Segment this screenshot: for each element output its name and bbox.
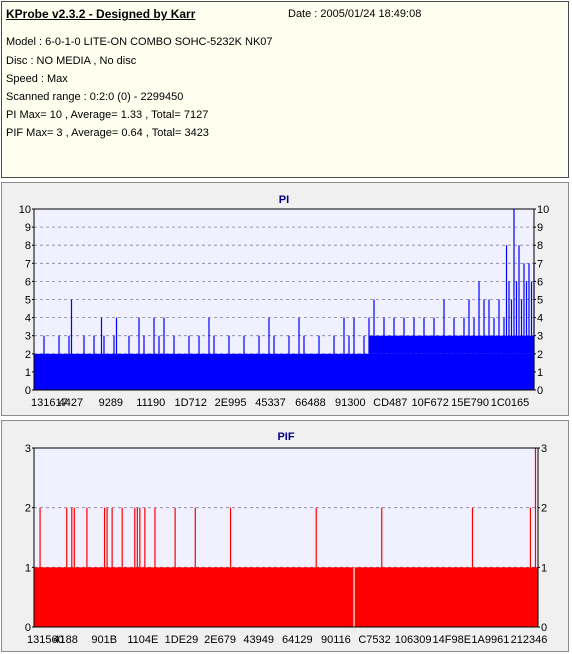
x-tick-label: 15E790 <box>451 397 489 409</box>
x-tick-label: 1A9961 <box>471 634 509 646</box>
x-tick-label: 1104E <box>127 634 158 646</box>
x-tick-label: 66488 <box>295 397 326 409</box>
model-line: Model : 6-0-1-0 LITE-ON COMBO SOHC-5232K… <box>6 36 273 48</box>
y-tick-label-left: 5 <box>25 295 31 307</box>
x-tick-label: C7532 <box>358 634 390 646</box>
x-tick-label: 2E679 <box>204 634 236 646</box>
y-tick-label-right: 3 <box>541 443 547 455</box>
x-tick-label: 131560 <box>27 634 64 646</box>
y-tick-label-left: 3 <box>25 443 31 455</box>
x-tick-label: 4188 <box>53 634 77 646</box>
x-tick-label: 90116 <box>321 634 351 646</box>
pi-chart-panel: PI 0 0 1 1 2 2 3 3 4 4 5 5 6 6 7 7 8 8 9 9 10 10 131617 4427 9289… <box>1 182 569 416</box>
y-tick-label-right: 7 <box>537 258 543 270</box>
x-tick-label: 91300 <box>335 397 366 409</box>
info-panel: KProbe v2.3.2 - Designed by Karr Date : … <box>1 1 569 178</box>
scan-date: Date : 2005/01/24 18:49:08 <box>288 8 422 20</box>
chart-title: PI <box>279 194 289 206</box>
x-tick-label: 1D712 <box>174 397 206 409</box>
x-tick-label: 106309 <box>395 634 432 646</box>
y-tick-label-right: 5 <box>537 295 543 307</box>
chart-title: PIF <box>277 431 294 443</box>
x-tick-label: 4427 <box>59 397 83 409</box>
data-baseline-bar <box>34 353 534 390</box>
plot-border <box>33 447 539 628</box>
app-title: KProbe v2.3.2 - Designed by Karr <box>6 7 196 21</box>
x-tick-label: 2E995 <box>215 397 247 409</box>
y-tick-label-left: 8 <box>25 240 31 252</box>
x-tick-label: 14F98E <box>433 634 472 646</box>
y-tick-label-right: 6 <box>537 276 543 288</box>
y-tick-label-left: 1 <box>25 562 31 574</box>
y-tick-label-right: 0 <box>537 385 543 397</box>
x-tick-label: 43949 <box>243 634 274 646</box>
x-tick-label: 131617 <box>31 397 68 409</box>
x-tick-label: 11190 <box>136 397 165 409</box>
y-tick-label-right: 10 <box>537 204 549 216</box>
y-tick-label-right: 2 <box>537 349 543 361</box>
x-tick-label: 212346 <box>511 634 548 646</box>
y-tick-label-right: 3 <box>537 331 543 343</box>
disc-line: Disc : NO MEDIA , No disc <box>6 55 137 67</box>
y-tick-label-right: 8 <box>537 240 543 252</box>
y-tick-label-right: 1 <box>537 367 543 379</box>
y-tick-label-left: 0 <box>25 622 31 634</box>
pi-stats-line: PI Max= 10 , Average= 1.33 , Total= 7127 <box>6 109 209 121</box>
data-tail-bar <box>369 335 534 354</box>
y-tick-label-left: 0 <box>25 385 31 397</box>
y-tick-label-left: 3 <box>25 331 31 343</box>
pif-chart-panel: PIF 0 0 1 1 2 2 3 3 131560 4188 901B 1104E 1DE29 2E679… <box>1 420 569 652</box>
y-tick-label-left: 2 <box>25 349 31 361</box>
x-tick-label: 901B <box>91 634 117 646</box>
x-tick-label: CD487 <box>373 397 407 409</box>
y-tick-label-right: 0 <box>541 622 547 634</box>
x-tick-label: 10F672 <box>412 397 449 409</box>
data-baseline-bar <box>34 567 538 627</box>
y-tick-label-left: 1 <box>25 367 31 379</box>
x-tick-label: 9289 <box>99 397 123 409</box>
y-tick-label-left: 2 <box>25 503 31 515</box>
y-tick-label-left: 10 <box>19 204 31 216</box>
y-tick-label-left: 9 <box>25 222 31 234</box>
pif-stats-line: PIF Max= 3 , Average= 0.64 , Total= 3423 <box>6 127 209 139</box>
x-tick-label: 45337 <box>255 397 286 409</box>
y-tick-label-right: 4 <box>537 313 543 325</box>
x-tick-label: 1C0165 <box>491 397 530 409</box>
y-tick-label-left: 4 <box>25 313 31 325</box>
speed-line: Speed : Max <box>6 73 68 85</box>
y-tick-label-left: 7 <box>25 258 31 270</box>
scanned-range-line: Scanned range : 0:2:0 (0) - 2299450 <box>6 91 184 103</box>
x-tick-label: 1DE29 <box>165 634 199 646</box>
y-tick-label-left: 6 <box>25 276 31 288</box>
x-tick-label: 64129 <box>282 634 313 646</box>
y-tick-label-right: 2 <box>541 503 547 515</box>
y-tick-label-right: 9 <box>537 222 543 234</box>
y-tick-label-right: 1 <box>541 562 547 574</box>
